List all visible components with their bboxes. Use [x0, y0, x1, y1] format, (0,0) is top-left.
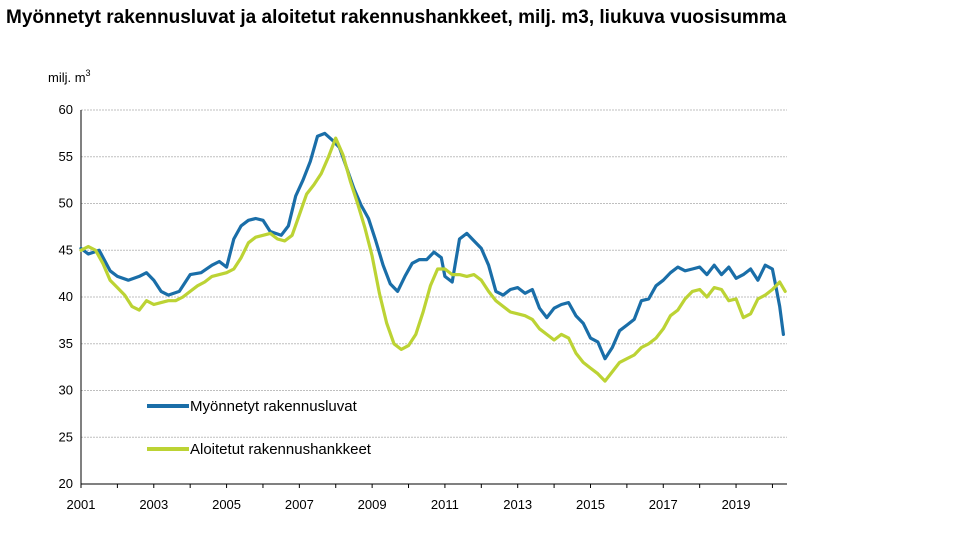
chart-title: Myönnetyt rakennusluvat ja aloitetut rak… — [6, 7, 787, 28]
y-axis-unit-superscript: 3 — [86, 68, 91, 78]
series-line-1 — [79, 131, 785, 361]
legend: Myönnetyt rakennusluvat Aloitetut rakennu… — [147, 398, 372, 458]
series-line-2 — [79, 136, 787, 383]
x-tick-labels: 2001 2003 2005 2007 2009 2011 2013 2015 2017 2019 — [67, 484, 773, 512]
x-tick-label-2005: 2005 — [212, 497, 241, 512]
y-tick-label-25: 25 — [59, 429, 73, 444]
legend-label-1: Myönnetyt rakennusluvat — [190, 398, 358, 415]
x-tick-label-2017: 2017 — [649, 497, 678, 512]
gridlines — [81, 109, 787, 438]
x-tick-label-2019: 2019 — [722, 497, 751, 512]
legend-label-2: Aloitetut rakennushankkeet — [190, 441, 372, 458]
x-tick-label-2007: 2007 — [285, 497, 314, 512]
series-lines — [79, 131, 787, 383]
x-tick-label-2011: 2011 — [431, 497, 459, 512]
y-tick-label-60: 60 — [59, 102, 73, 117]
y-tick-label-55: 55 — [59, 149, 73, 164]
y-tick-labels: 20 25 30 35 40 45 50 55 60 — [59, 102, 73, 491]
y-axis-unit-text: milj. m — [48, 70, 86, 85]
y-tick-label-30: 30 — [59, 383, 73, 398]
y-axis-unit-label: milj. m3 — [48, 68, 91, 85]
axes — [80, 110, 787, 485]
x-tick-label-2003: 2003 — [139, 497, 168, 512]
x-tick-label-2009: 2009 — [358, 497, 387, 512]
y-tick-label-35: 35 — [59, 336, 73, 351]
x-tick-label-2001: 2001 — [67, 497, 96, 512]
y-tick-label-50: 50 — [59, 196, 73, 211]
x-tick-label-2015: 2015 — [576, 497, 605, 512]
y-tick-label-45: 45 — [59, 242, 73, 257]
y-tick-label-40: 40 — [59, 289, 73, 304]
y-tick-label-20: 20 — [59, 476, 73, 491]
x-tick-label-2013: 2013 — [503, 497, 532, 512]
